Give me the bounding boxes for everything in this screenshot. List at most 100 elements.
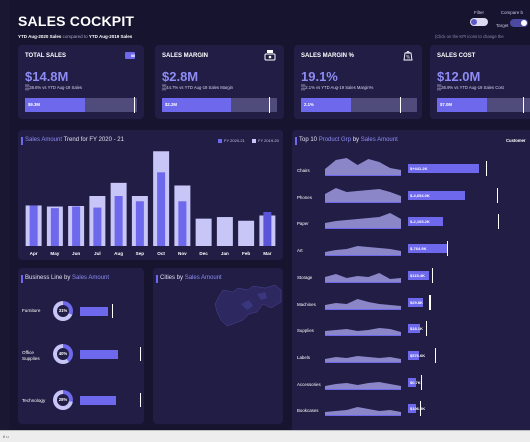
product-target-mark: [435, 347, 437, 363]
business-line-label: Furniture: [22, 308, 41, 313]
subtitle-compare: YTD Aug-2019 Sales: [88, 34, 133, 39]
kpi-card-total-sales[interactable]: TOTAL SALES $14.8M ▒38.6% vs YTD Aug-19 …: [18, 45, 144, 119]
kpi-card-sales-margin-pct[interactable]: SALES MARGIN % % 19.1% ▒2.1% vs YTD Aug-…: [294, 45, 422, 119]
product-bar-label: $0.7K: [410, 379, 421, 385]
top10-title-b: Product Grp: [318, 137, 352, 143]
product-label: Bookcases: [297, 408, 319, 414]
kpi-card-sales-margin[interactable]: SALES MARGIN $2.8M ▒44.7% vs YTD Aug-19 …: [155, 45, 284, 119]
cash-register-icon[interactable]: [264, 49, 276, 61]
product-bar[interactable]: $+441.2K: [408, 164, 479, 173]
x-tick-label: Jan: [221, 251, 229, 256]
bar-current-oct[interactable]: [157, 172, 166, 246]
product-bar[interactable]: $0.7K: [408, 377, 421, 387]
kpi-change: ▒2.1% vs YTD Aug-19 Sales Margin%: [301, 85, 373, 91]
product-label: Chairs: [297, 168, 310, 173]
product-bar[interactable]: $106.5K: [408, 404, 425, 414]
bar-current-apr[interactable]: [29, 205, 38, 246]
x-tick-label: Dec: [199, 251, 208, 256]
product-bar[interactable]: $-764.9K: [408, 244, 447, 254]
bar-current-may[interactable]: [50, 208, 59, 246]
sparkline-area: [325, 187, 401, 203]
product-label: Storage: [297, 274, 313, 280]
product-target-mark: [419, 401, 422, 417]
product-sparkline: [325, 381, 401, 390]
subtitle-current: YTD Aug-2020 Sales: [18, 34, 62, 39]
kpi-change: ▒38.6% vs YTD Aug-19 Sales: [25, 85, 82, 91]
business-line-bar: [80, 307, 108, 316]
kpi-bar-label: $9.3M: [28, 102, 40, 107]
product-bar[interactable]: $576.6K: [408, 350, 425, 360]
kpi-change-text: vs YTD Aug-19 Sales Cost: [453, 85, 504, 90]
cities-title: Cities by Sales Amount: [160, 275, 222, 281]
cities-map[interactable]: [153, 268, 283, 424]
filter-control: Filter: [470, 10, 488, 27]
product-label: Machines: [297, 301, 316, 307]
panel-accent: [295, 137, 297, 145]
cities-title-a: Cities by: [160, 275, 185, 281]
kpi-change: ▒44.7% vs YTD Aug-19 Sales Margin: [162, 85, 233, 91]
kpi-label: SALES MARGIN: [162, 53, 209, 59]
product-bar[interactable]: $115.4K: [408, 270, 430, 280]
percent-bag-icon[interactable]: %: [402, 49, 414, 61]
product-sparkline: [325, 355, 401, 363]
wallet-icon[interactable]: [124, 49, 136, 61]
product-sparkline: [325, 158, 401, 176]
bar-prior-jan[interactable]: [216, 217, 233, 246]
bar-current-sep[interactable]: [135, 201, 144, 246]
business-line-target: [112, 304, 114, 318]
product-bar-label: $106.5K: [410, 406, 426, 412]
map-region: [257, 292, 267, 300]
product-bar[interactable]: $-4,654.0K: [408, 190, 465, 200]
filter-toggle[interactable]: [470, 18, 488, 26]
trend-title: Sales Amount Trend for FY 2020 - 21: [25, 137, 124, 143]
kpi-value: $2.8M: [162, 69, 199, 84]
status-glyph: ē u: [3, 434, 9, 439]
business-line-label: Office Supplies: [22, 350, 40, 361]
filter-label: Filter: [474, 10, 484, 15]
kpi-bullet-bar: $7.0M: [437, 97, 530, 113]
bar-current-mar-highlight[interactable]: [263, 212, 272, 246]
business-line-target: [140, 347, 142, 361]
product-target-mark: [425, 321, 427, 337]
kpi-label: SALES COST: [437, 53, 476, 59]
bar-current-nov[interactable]: [178, 201, 187, 246]
kpi-bar-fill: [162, 98, 231, 112]
trend-title-rest: Trend for FY 2020 - 21: [62, 137, 124, 143]
product-label: Paper: [297, 221, 309, 227]
bar-current-jul[interactable]: [93, 207, 102, 246]
kpi-bullet-bar: $2.2M: [162, 97, 277, 113]
kpi-change: ▒36.9% vs YTD Aug-19 Sales Cost: [437, 85, 504, 91]
kpi-change-pct: 36.9%: [441, 85, 454, 90]
kpi-bar-label: 2.1%: [304, 102, 314, 107]
bar-prior-dec[interactable]: [195, 218, 212, 246]
product-bar[interactable]: $-2,165.2K: [408, 217, 444, 227]
product-sparkline: [325, 407, 401, 417]
product-target-mark: [485, 161, 488, 176]
kpi-value: $12.0M: [437, 69, 481, 84]
kpi-card-sales-cost[interactable]: SALES COST $12.0M ▒36.9% vs YTD Aug-19 S…: [430, 45, 530, 119]
business-line-donut: 28%: [53, 390, 73, 410]
product-target-mark: [429, 294, 431, 310]
trend-legend-item: FY 2019-20: [252, 138, 279, 143]
bar-current-jun[interactable]: [72, 206, 81, 246]
x-tick-label: Aug: [114, 251, 123, 256]
business-line-donut: 31%: [53, 301, 73, 321]
product-label: Phones: [297, 194, 312, 200]
product-sparkline: [325, 328, 401, 337]
legend-label-current: FY 2020-21: [224, 138, 245, 143]
panel-accent: [156, 275, 158, 283]
bottom-status-bar: ē u: [0, 430, 530, 442]
bar-prior-feb[interactable]: [238, 220, 255, 246]
x-tick-label: May: [50, 251, 59, 256]
product-bar-label: $576.6K: [410, 352, 426, 358]
kpi-target-mark: [133, 97, 136, 113]
kpi-hint: (Click on the KPI icons to change the: [435, 34, 504, 39]
bl-title-b: Sales Amount: [72, 275, 110, 281]
bl-title-a: Business Line by: [25, 275, 73, 281]
bar-current-aug[interactable]: [114, 196, 123, 246]
product-bar[interactable]: $29.8K: [408, 297, 424, 307]
business-line-bar: [80, 350, 118, 359]
compare-toggle[interactable]: [509, 19, 528, 27]
product-bar[interactable]: $18.1K: [408, 324, 423, 334]
